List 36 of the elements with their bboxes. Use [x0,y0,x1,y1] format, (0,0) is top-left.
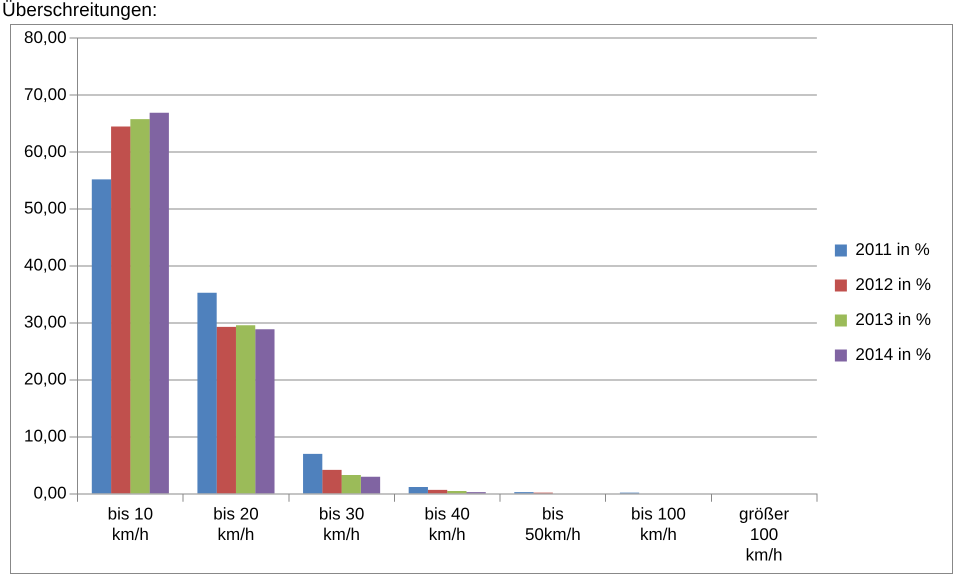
x-tick-label: bis 20 km/h [213,504,259,544]
y-tick-label: 60,00 [24,142,67,161]
bar [150,112,169,494]
bar [236,325,256,494]
legend-label: 2011 in % [855,240,930,260]
x-tick-label: bis 100 km/h [631,504,686,544]
y-tick-label: 80,00 [24,28,67,47]
chart-title: Überschreitungen: [2,0,158,22]
x-tick-label: bis 50km/h [524,504,581,544]
x-tick-label: bis 10 km/h [108,504,154,544]
y-tick-label: 20,00 [24,370,67,389]
bar [92,179,112,494]
bar [303,454,322,494]
bar [216,326,236,494]
legend-label: 2014 in % [855,345,932,364]
bar [322,470,342,494]
legend-label: 2013 in % [855,310,932,330]
x-tick-label: bis 40 km/h [424,504,470,544]
bar [428,490,448,494]
bar [111,126,130,494]
bar [255,329,275,494]
bar [130,119,150,494]
bar [447,490,466,494]
y-tick-label: 70,00 [24,84,67,104]
x-tick-label: größer 100 km/h [739,504,790,564]
bar [408,486,428,494]
y-tick-label: 30,00 [24,312,67,332]
y-tick-label: 10,00 [24,426,67,446]
bar [197,292,217,494]
bar [360,476,380,494]
y-tick-label: 40,00 [24,256,67,275]
y-tick-label: 0,00 [33,483,67,502]
y-tick-label: 50,00 [24,198,67,218]
x-tick-label: bis 30 km/h [318,504,364,544]
legend-label: 2012 in % [855,275,932,294]
bar [342,475,361,494]
